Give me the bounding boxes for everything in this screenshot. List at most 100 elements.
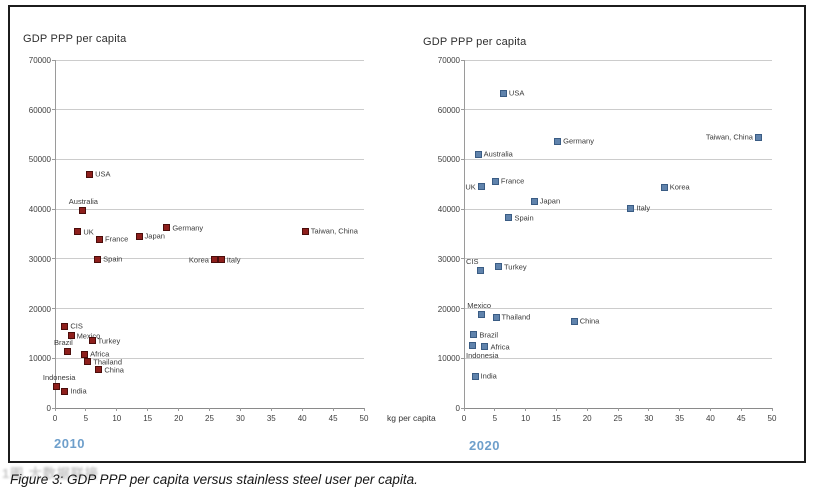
gridline-y: [464, 209, 772, 210]
data-point-label: Brazil: [479, 330, 499, 340]
gridline-y: [464, 358, 772, 359]
x-tick-mark: [494, 408, 495, 411]
x-tick-mark: [302, 408, 303, 411]
x-tick-mark: [178, 408, 179, 411]
gridline-y: [55, 60, 364, 61]
data-point-label: Brazil: [53, 338, 73, 348]
y-tick-label: 70000: [28, 56, 51, 65]
y-tick-label: 0: [455, 404, 460, 413]
y-tick-mark: [52, 308, 55, 309]
x-tick-mark: [525, 408, 526, 411]
scatter-plot-2010: 0 10000 20000 30000 40000 50000 60000 70000 0 5 10…: [29, 56, 369, 423]
y-tick-label: 20000: [28, 304, 51, 314]
y-tick-mark: [52, 159, 55, 160]
y-tick-label: 10000: [437, 354, 460, 364]
y-axis-line: [464, 60, 465, 408]
y-tick-mark: [461, 159, 464, 160]
data-point-label: Japan: [144, 231, 165, 241]
data-point-label: Indonesia: [466, 350, 499, 360]
data-point-label: CIS: [466, 256, 479, 266]
x-tick-label: 30: [235, 414, 245, 423]
data-point-label: China: [579, 316, 600, 326]
data-point-label: China: [104, 365, 124, 375]
data-point-taiwan-china: [301, 227, 309, 235]
data-point-china: [95, 366, 103, 374]
data-point-india: [471, 372, 479, 380]
data-point-label: Indonesia: [42, 373, 76, 383]
data-point-label: Australia: [483, 149, 513, 159]
data-point-label: Turkey: [97, 336, 121, 346]
data-point-cis: [476, 266, 484, 274]
data-point-italy: [217, 256, 225, 264]
x-tick-mark: [618, 408, 619, 411]
x-tick-mark: [333, 408, 334, 411]
x-tick-mark: [116, 408, 117, 411]
data-point-africa: [481, 343, 489, 351]
gridline-y: [55, 258, 364, 259]
data-point-label: USA: [508, 88, 525, 98]
x-tick-mark: [710, 408, 711, 411]
y-tick-label: 20000: [437, 304, 460, 314]
x-tick-mark: [772, 408, 773, 411]
data-point-spain: [505, 214, 513, 222]
data-point-india: [61, 387, 69, 395]
x-tick-mark: [648, 408, 649, 411]
x-tick-label: 15: [551, 414, 561, 423]
data-point-korea: [210, 256, 218, 264]
y-tick-label: 30000: [28, 254, 51, 264]
x-tick-mark: [587, 408, 588, 411]
data-point-brazil: [64, 348, 72, 356]
data-point-label: Africa: [90, 349, 110, 359]
y-tick-label: 10000: [28, 354, 51, 364]
y-tick-mark: [52, 258, 55, 259]
data-point-label: CIS: [70, 321, 83, 331]
data-point-label: Italy: [226, 255, 241, 265]
data-point-thailand: [492, 313, 500, 321]
x-tick-label: 0: [52, 414, 58, 423]
data-point-label: Turkey: [503, 262, 527, 272]
data-point-label: France: [104, 234, 129, 244]
data-point-label: India: [70, 386, 87, 396]
x-tick-label: 15: [143, 414, 153, 423]
x-tick-label: 20: [582, 414, 592, 423]
y-tick-mark: [461, 258, 464, 259]
x-tick-label: 35: [266, 414, 276, 423]
data-point-mexico: [67, 332, 75, 340]
y-tick-label: 40000: [437, 205, 460, 215]
x-axis-title: kg per capita: [387, 413, 436, 423]
data-point-china: [570, 317, 578, 325]
data-point-thailand: [84, 358, 92, 366]
data-point-label: Germany: [172, 223, 204, 233]
data-point-label: Mexico: [467, 300, 491, 310]
data-point-label: Taiwan, China: [310, 226, 358, 236]
x-tick-mark: [364, 408, 365, 411]
x-tick-label: 0: [461, 414, 467, 423]
data-point-japan: [530, 197, 538, 205]
year-label-2010: 2010: [54, 436, 85, 451]
y-tick-mark: [461, 308, 464, 309]
x-tick-label: 10: [521, 414, 531, 423]
data-point-uk: [74, 228, 82, 235]
y-tick-label: 50000: [28, 155, 51, 165]
y-tick-label: 70000: [437, 56, 460, 65]
data-point-label: Germany: [563, 136, 594, 146]
x-tick-label: 25: [205, 414, 214, 423]
y-tick-mark: [52, 408, 55, 409]
data-point-germany: [163, 224, 171, 232]
data-point-spain: [94, 255, 102, 263]
x-tick-label: 40: [705, 414, 715, 423]
data-point-label: Africa: [490, 342, 510, 352]
y-tick-mark: [52, 209, 55, 210]
gridline-y: [55, 308, 364, 309]
data-point-uk: [477, 183, 485, 191]
gridline-y: [55, 358, 364, 359]
x-tick-mark: [271, 408, 272, 411]
year-label-2020: 2020: [469, 438, 500, 453]
y-tick-label: 50000: [437, 155, 460, 165]
watermark: 1图 大数据联接: [2, 466, 99, 481]
x-tick-mark: [55, 408, 56, 411]
data-point-label: India: [480, 371, 497, 381]
data-point-korea: [660, 183, 668, 191]
data-point-germany: [554, 137, 562, 145]
